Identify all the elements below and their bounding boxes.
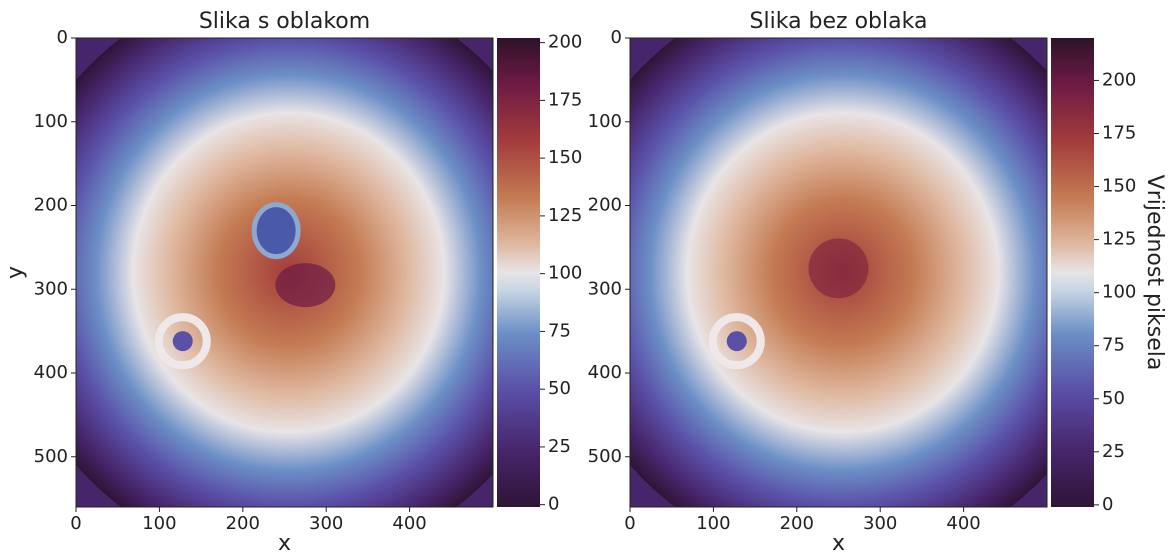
y-tick-label: 200 — [34, 195, 68, 216]
y-tick-label: 400 — [34, 362, 68, 383]
colorbar-tick-label: 150 — [548, 147, 582, 168]
y-tick-label: 500 — [34, 446, 68, 467]
colorbar-tick-label: 200 — [548, 32, 582, 53]
x-tick-label: 100 — [142, 513, 176, 534]
colorbar-tick-label: 125 — [1102, 229, 1136, 250]
x-tick-label: 400 — [946, 513, 980, 534]
y-tick-label: 0 — [57, 27, 68, 48]
x-tick-label: 200 — [780, 513, 814, 534]
colorbar-tick-label: 100 — [548, 263, 582, 284]
x-tick-label: 300 — [309, 513, 343, 534]
y-tick-label: 300 — [34, 278, 68, 299]
y-axis-label: y — [3, 266, 28, 279]
colorbar-tick-label: 0 — [548, 494, 559, 515]
y-tick-label: 0 — [611, 27, 622, 48]
heatmap-image — [76, 38, 493, 507]
y-tick-label: 200 — [588, 195, 622, 216]
colorbar-tick-label: 175 — [1102, 122, 1136, 143]
colorbar-tick-label: 125 — [548, 205, 582, 226]
chart-title: Slika s oblakom — [199, 9, 370, 34]
x-tick-label: 200 — [226, 513, 260, 534]
chart-title: Slika bez oblaka — [750, 9, 928, 34]
colorbar-tick-label: 50 — [548, 378, 571, 399]
y-tick-label: 100 — [588, 111, 622, 132]
x-tick-label: 0 — [70, 513, 81, 534]
x-axis-label: x — [832, 531, 845, 555]
colorbar-tick-label: 25 — [1102, 441, 1125, 462]
heatmap-image — [630, 38, 1047, 507]
colorbar-tick-label: 100 — [1102, 282, 1136, 303]
colorbar-tick-label: 200 — [1102, 69, 1136, 90]
x-tick-label: 100 — [696, 513, 730, 534]
colorbar-tick-label: 75 — [1102, 335, 1125, 356]
colorbar — [1051, 38, 1094, 507]
colorbar-tick-label: 25 — [548, 436, 571, 457]
y-tick-label: 500 — [588, 446, 622, 467]
y-tick-label: 400 — [588, 362, 622, 383]
x-tick-label: 400 — [392, 513, 426, 534]
colorbar-tick-label: 50 — [1102, 388, 1125, 409]
colorbar-tick-label: 175 — [548, 89, 582, 110]
x-axis-label: x — [278, 531, 291, 555]
colorbar-tick-label: 0 — [1102, 494, 1113, 515]
colorbar-tick-label: 75 — [548, 320, 571, 341]
colorbar-tick-label: 150 — [1102, 176, 1136, 197]
y-tick-label: 100 — [34, 111, 68, 132]
x-tick-label: 300 — [863, 513, 897, 534]
axes-frame — [75, 37, 494, 508]
colorbar — [497, 38, 540, 507]
x-tick-label: 0 — [624, 513, 635, 534]
y-tick-label: 300 — [588, 278, 622, 299]
colorbar-label: Vrijednost piksela — [1142, 175, 1167, 371]
axes-frame — [629, 37, 1048, 508]
